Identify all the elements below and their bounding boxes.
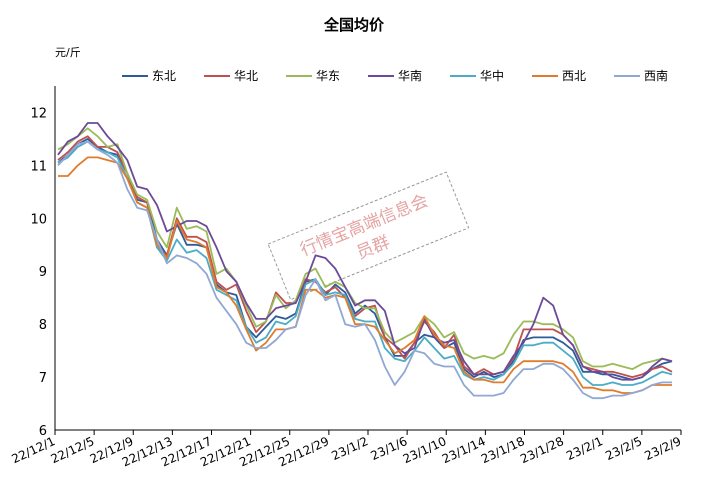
x-tick-label: 23/1/14 — [440, 434, 488, 466]
chart-title: 全国均价 — [323, 16, 385, 34]
legend-label: 西北 — [562, 69, 586, 83]
watermark: 行情宝高端信息会 员群 — [267, 171, 470, 301]
legend-item: 东北 — [122, 69, 176, 83]
y-tick-label: 12 — [30, 106, 47, 121]
y-tick-label: 9 — [39, 265, 47, 280]
x-tick-label: 23/1/28 — [518, 434, 566, 466]
y-tick-label: 8 — [39, 318, 47, 333]
legend-item: 华东 — [286, 69, 340, 83]
x-axis: 22/12/122/12/522/12/922/12/1322/12/1722/… — [9, 429, 683, 470]
legend-item: 华中 — [450, 68, 504, 83]
legend-label: 东北 — [152, 69, 176, 83]
x-tick-label: 23/2/5 — [603, 434, 644, 463]
series-line-4 — [57, 122, 673, 381]
x-tick-label: 23/1/2 — [329, 434, 370, 463]
legend-item: 西南 — [614, 68, 668, 83]
x-tick-label: 23/2/1 — [564, 434, 605, 463]
y-tick-label: 6 — [39, 424, 47, 439]
legend-item: 西北 — [532, 69, 586, 83]
x-tick-label: 23/1/10 — [401, 434, 449, 466]
y-tick-label: 10 — [30, 212, 47, 227]
legend-item: 华南 — [368, 68, 422, 83]
legend: 东北 华北 华东 华南 华中 西北 西南 — [122, 68, 668, 83]
legend-label: 华南 — [398, 68, 422, 83]
x-tick-label: 23/1/18 — [479, 434, 527, 466]
series-lines — [57, 122, 673, 400]
legend-label: 西南 — [644, 68, 668, 83]
legend-label: 华北 — [234, 69, 258, 83]
legend-label: 华中 — [480, 68, 504, 83]
y-axis-unit-label: 元/斤 — [55, 46, 81, 59]
y-tick-label: 7 — [39, 371, 47, 386]
series-line-7 — [57, 140, 672, 400]
x-tick-label: 22/12/1 — [9, 434, 57, 466]
y-tick-label: 11 — [30, 159, 47, 174]
series-line-5 — [57, 140, 673, 386]
series-line-1 — [57, 137, 673, 381]
series-line-3 — [57, 127, 673, 371]
x-tick-label: 22/12/5 — [49, 434, 97, 466]
legend-label: 华东 — [316, 69, 340, 83]
y-axis: 6 7 8 9 10 11 12 — [30, 86, 56, 439]
legend-item: 华北 — [204, 69, 258, 83]
x-tick-label: 23/2/9 — [642, 434, 683, 463]
